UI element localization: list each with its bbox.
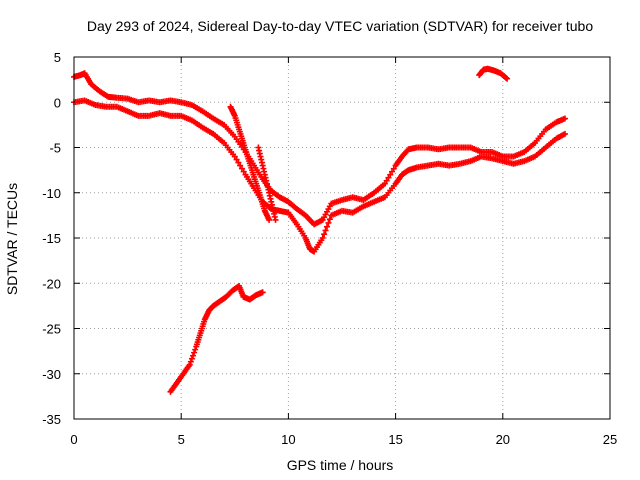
data-point xyxy=(322,227,329,234)
tick-labels: 0 5 10 15 20 25 -35 -30 -25 -20 -15 -10 -5 0 5 xyxy=(42,50,617,447)
chart-title: Day 293 of 2024, Sidereal Day-to-day VTE… xyxy=(87,18,594,34)
y-tick-label: -30 xyxy=(42,367,61,382)
data-point xyxy=(259,289,266,296)
x-tick-label: 25 xyxy=(603,432,617,447)
data-point xyxy=(231,153,238,160)
y-tick-label: -15 xyxy=(42,231,61,246)
y-tick-label: -5 xyxy=(49,141,61,156)
data-point xyxy=(189,352,196,359)
y-axis-label: SDTVAR / TECUs xyxy=(4,183,20,295)
y-tick-label: 5 xyxy=(54,50,61,65)
data-points xyxy=(71,65,568,395)
x-tick-label: 0 xyxy=(70,432,77,447)
data-point xyxy=(272,216,279,223)
y-tick-label: -25 xyxy=(42,322,61,337)
data-point xyxy=(186,361,193,368)
y-tick-label: 0 xyxy=(54,95,61,110)
data-point xyxy=(233,156,240,163)
y-tick-label: -35 xyxy=(42,412,61,427)
data-point xyxy=(503,74,510,81)
data-point xyxy=(385,174,392,181)
data-point xyxy=(561,115,568,122)
data-point xyxy=(381,180,388,187)
data-point xyxy=(561,130,568,137)
x-tick-label: 20 xyxy=(496,432,510,447)
data-point xyxy=(390,165,397,172)
x-tick-label: 10 xyxy=(281,432,295,447)
x-tick-label: 5 xyxy=(178,432,185,447)
data-point xyxy=(188,355,195,362)
data-point xyxy=(238,165,245,172)
data-point xyxy=(187,358,194,365)
series-arc-deep xyxy=(167,282,266,395)
x-axis-label: GPS time / hours xyxy=(287,457,394,473)
series-arc-vertical-8h xyxy=(227,103,273,223)
data-point xyxy=(192,346,199,353)
data-point xyxy=(266,216,273,223)
data-point xyxy=(191,349,198,356)
y-tick-label: -10 xyxy=(42,186,61,201)
data-point xyxy=(237,162,244,169)
data-point xyxy=(389,168,396,175)
series-arc-vertical-9h xyxy=(255,144,279,223)
series-arc-main-lower xyxy=(71,97,568,255)
data-point xyxy=(235,159,242,166)
data-point xyxy=(323,223,330,230)
data-point xyxy=(383,177,390,184)
data-point xyxy=(504,75,511,82)
plot-frame xyxy=(73,56,611,420)
data-point xyxy=(319,235,326,241)
data-point xyxy=(387,171,394,178)
y-tick-label: -20 xyxy=(42,276,61,291)
data-point xyxy=(325,219,332,226)
data-point xyxy=(240,168,247,175)
x-tick-label: 15 xyxy=(388,432,402,447)
data-point xyxy=(326,216,333,223)
data-point xyxy=(321,231,328,238)
series-arc-late xyxy=(476,65,511,82)
